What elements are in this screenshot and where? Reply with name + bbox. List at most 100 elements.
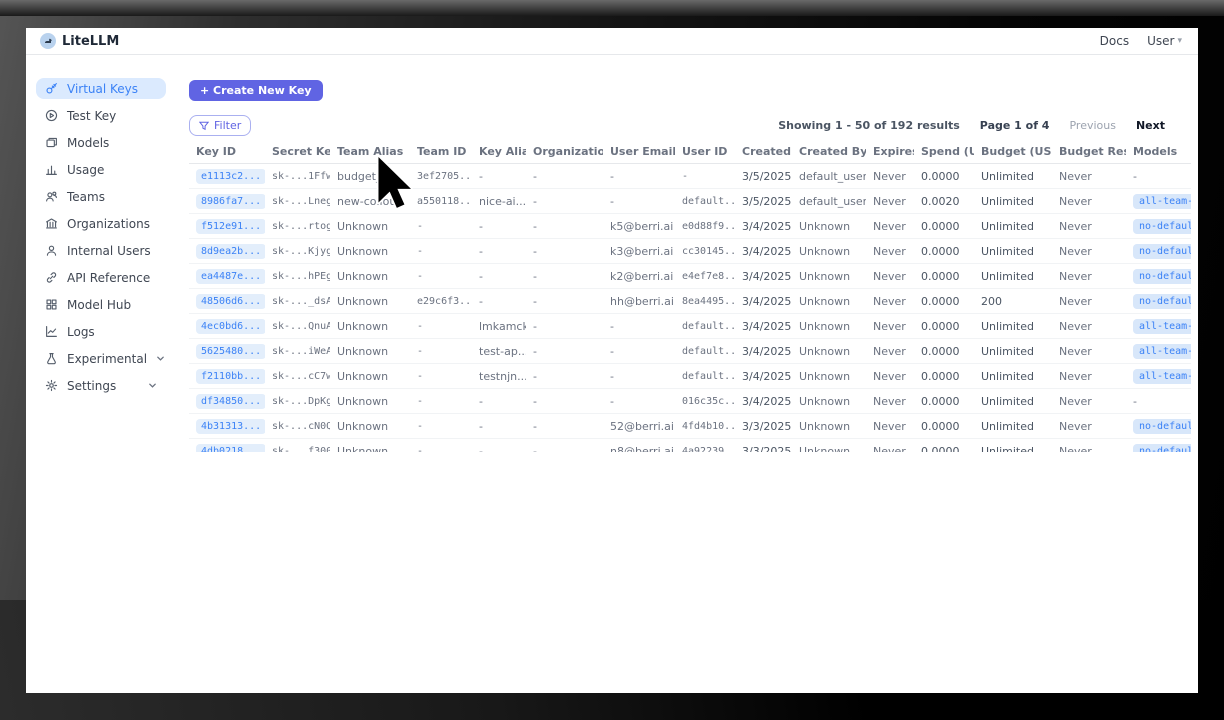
next-page-button[interactable]: Next bbox=[1135, 119, 1165, 132]
cell-user-email: hh@berri.ai bbox=[603, 288, 675, 314]
cell-expires: Never bbox=[866, 313, 914, 339]
cell-created-at: 3/3/2025 bbox=[735, 438, 792, 452]
bar-chart-icon bbox=[45, 163, 58, 176]
main-content: + Create New Key Filter Showing 1 - 50 o… bbox=[176, 55, 1198, 693]
sidebar-item-logs[interactable]: Logs bbox=[36, 321, 166, 342]
sidebar-item-experimental[interactable]: Experimental bbox=[36, 348, 166, 369]
header-nav: Docs User ▾ bbox=[1100, 34, 1182, 48]
cell-budget-reset: Never bbox=[1052, 338, 1126, 364]
cell-user-id: cc30145... bbox=[675, 238, 735, 264]
key-id-pill[interactable]: 5625480... bbox=[196, 343, 265, 359]
user-icon bbox=[45, 244, 58, 257]
cell-key-id: 8d9ea2b... bbox=[189, 238, 265, 264]
cell-created-by: Unknown bbox=[792, 388, 866, 414]
key-id-pill[interactable]: 4b31313... bbox=[196, 418, 265, 434]
sidebar-item-label: Experimental bbox=[67, 351, 148, 366]
cell-org-id: - bbox=[526, 163, 603, 189]
appstore-icon bbox=[45, 298, 58, 311]
cell-team-alias: Unknown bbox=[330, 238, 410, 264]
table-body: e1113c2... sk-...1Ffw budget_te... 3ef2705.… bbox=[189, 163, 1191, 452]
table-row: 8d9ea2b... sk-...Kjyg Unknown - - - k3@berri.a… bbox=[189, 238, 1191, 264]
cell-budget-reset: Never bbox=[1052, 288, 1126, 314]
cell-user-id: 016c35c... bbox=[675, 388, 735, 414]
app-window: LiteLLM Docs User ▾ Virtual Keys Test Key… bbox=[26, 28, 1198, 693]
chevron-down-icon bbox=[156, 352, 165, 366]
cell-org-id: - bbox=[526, 238, 603, 264]
cell-key-alias: - bbox=[472, 213, 526, 239]
key-id-pill[interactable]: 4ec0bd6... bbox=[196, 318, 265, 334]
cell-spend: 0.0000 bbox=[914, 413, 974, 439]
table-row: 4db0218... sk-...f300 Unknown - - - n8@berri.a… bbox=[189, 438, 1191, 452]
cell-team-id: a550118... bbox=[410, 188, 472, 214]
cell-key-alias: - bbox=[472, 238, 526, 264]
line-chart-icon bbox=[45, 325, 58, 338]
sidebar-item-usage[interactable]: Usage bbox=[36, 159, 166, 180]
cell-team-id: - bbox=[410, 213, 472, 239]
sidebar-item-api-reference[interactable]: API Reference bbox=[36, 267, 166, 288]
key-id-pill[interactable]: 4db0218... bbox=[196, 443, 265, 452]
cell-budget-reset: Never bbox=[1052, 213, 1126, 239]
key-id-pill[interactable]: 48506d6... bbox=[196, 293, 265, 309]
cell-budget-reset: Never bbox=[1052, 263, 1126, 289]
cell-created-by: Unknown bbox=[792, 288, 866, 314]
cell-created-by: Unknown bbox=[792, 413, 866, 439]
cell-models: no-default bbox=[1126, 238, 1191, 264]
cell-created-by: Unknown bbox=[792, 213, 866, 239]
key-id-pill[interactable]: ea4487e... bbox=[196, 268, 265, 284]
model-badge: all-team-m bbox=[1133, 343, 1191, 359]
cell-user-id: default... bbox=[675, 363, 735, 389]
sidebar-item-model-hub[interactable]: Model Hub bbox=[36, 294, 166, 315]
cell-models: all-team-m bbox=[1126, 338, 1191, 364]
sidebar-item-teams[interactable]: Teams bbox=[36, 186, 166, 207]
sidebar-item-settings[interactable]: Settings bbox=[36, 375, 166, 396]
column-header-key-alias: Key Alias bbox=[472, 142, 526, 164]
filter-button-label: Filter bbox=[214, 119, 242, 132]
column-header-models: Models bbox=[1126, 142, 1191, 164]
cell-secret-key: sk-...QnuA bbox=[265, 313, 330, 339]
cell-org-id: - bbox=[526, 213, 603, 239]
sidebar-item-models[interactable]: Models bbox=[36, 132, 166, 153]
play-circle-icon bbox=[45, 109, 58, 122]
key-id-pill[interactable]: df34850... bbox=[196, 393, 265, 409]
cell-expires: Never bbox=[866, 163, 914, 189]
column-header-team-id: Team ID bbox=[410, 142, 472, 164]
cell-user-id: e4ef7e8... bbox=[675, 263, 735, 289]
sidebar-item-label: Virtual Keys bbox=[67, 81, 139, 96]
previous-page-button[interactable]: Previous bbox=[1069, 119, 1116, 132]
cell-key-id: 4db0218... bbox=[189, 438, 265, 452]
cell-org-id: - bbox=[526, 313, 603, 339]
key-id-pill[interactable]: 8986fa7... bbox=[196, 193, 265, 209]
filter-button[interactable]: Filter bbox=[189, 115, 252, 136]
cell-key-id: e1113c2... bbox=[189, 163, 265, 189]
cell-spend: 0.0020 bbox=[914, 188, 974, 214]
cell-spend: 0.0000 bbox=[914, 263, 974, 289]
cell-team-alias: Unknown bbox=[330, 413, 410, 439]
cell-budget-reset: Never bbox=[1052, 413, 1126, 439]
key-id-pill[interactable]: f2110bb... bbox=[196, 368, 265, 384]
cell-spend: 0.0000 bbox=[914, 213, 974, 239]
cell-expires: Never bbox=[866, 263, 914, 289]
create-new-key-button[interactable]: + Create New Key bbox=[189, 80, 323, 101]
cell-created-at: 3/4/2025 bbox=[735, 263, 792, 289]
cell-created-by: Unknown bbox=[792, 313, 866, 339]
cell-team-alias: Unknown bbox=[330, 438, 410, 452]
cell-team-id: - bbox=[410, 313, 472, 339]
column-header-organization-id: Organization ID bbox=[526, 142, 603, 164]
cell-secret-key: sk-...1Ffw bbox=[265, 163, 330, 189]
key-id-pill[interactable]: e1113c2... bbox=[196, 168, 265, 184]
key-id-pill[interactable]: 8d9ea2b... bbox=[196, 243, 265, 259]
cell-user-id: e0d88f9... bbox=[675, 213, 735, 239]
sidebar-item-organizations[interactable]: Organizations bbox=[36, 213, 166, 234]
cell-spend: 0.0000 bbox=[914, 313, 974, 339]
sidebar-item-virtual-keys[interactable]: Virtual Keys bbox=[36, 78, 166, 99]
column-header-budget-usd-: Budget (USD) bbox=[974, 142, 1052, 164]
docs-link[interactable]: Docs bbox=[1099, 34, 1130, 48]
key-id-pill[interactable]: f512e91... bbox=[196, 218, 265, 234]
cell-budget-reset: Never bbox=[1052, 388, 1126, 414]
sidebar-item-internal-users[interactable]: Internal Users bbox=[36, 240, 166, 261]
user-menu[interactable]: User ▾ bbox=[1147, 34, 1182, 48]
cell-secret-key: sk-...rtog bbox=[265, 213, 330, 239]
sidebar-item-test-key[interactable]: Test Key bbox=[36, 105, 166, 126]
cell-budget-reset: Never bbox=[1052, 363, 1126, 389]
